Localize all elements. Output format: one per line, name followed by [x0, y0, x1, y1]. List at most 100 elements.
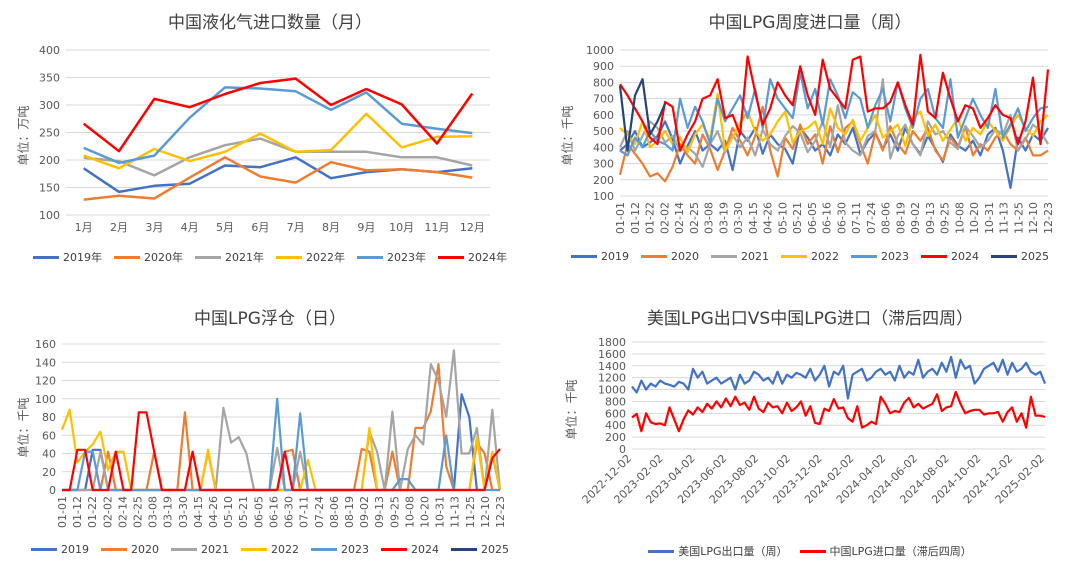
chart-plot: 0 20 40 60 80 100 120 140 160 01-01 01-12 01-22 02-0… [35, 338, 507, 528]
legend-swatch [799, 549, 826, 553]
y-tick-label: 1000 [598, 384, 626, 397]
x-tick-label: 01-12 [71, 496, 84, 528]
x-tick-label: 03-30 [177, 496, 190, 528]
legend-swatch [276, 255, 302, 259]
y-tick-label: 1400 [598, 360, 626, 373]
y-tick-label: 300 [39, 99, 60, 112]
x-tick-label: 02-02 [658, 202, 671, 234]
x-tick-label: 03-30 [732, 202, 745, 234]
y-tick-label: 400 [39, 44, 60, 57]
x-tick-label: 08-19 [343, 496, 356, 528]
x-tick-label: 10-20 [968, 202, 981, 234]
series-line-4 [619, 71, 1049, 157]
series-line-2 [619, 78, 1049, 168]
x-tick-label: 02-14 [116, 496, 129, 528]
series-line-5 [619, 53, 1050, 152]
y-tick-label: 800 [593, 76, 614, 89]
legend-label: 2023 [881, 250, 909, 263]
legend-label: 2025 [1021, 250, 1049, 263]
legend-label: 中国LPG进口量（滞后四周） [829, 545, 972, 558]
x-tick-label: 06-30 [283, 496, 296, 528]
x-tick-label: 7月 [287, 221, 305, 234]
x-tick-label: 08-06 [880, 202, 893, 234]
legend-swatch [241, 548, 267, 551]
monthly-import-chart: 中国液化气进口数量（月） 单位：万吨 100 150 200 250 300 350 400… [0, 0, 540, 286]
legend-item: 2022 [241, 543, 299, 556]
legend-swatch [33, 255, 59, 259]
x-tick-label: 05-21 [237, 496, 250, 528]
x-tick-label: 05-10 [222, 496, 235, 528]
legend-label: 2024 [951, 250, 979, 263]
x-tick-label: 03-08 [703, 202, 716, 234]
x-tick-label: 10-08 [403, 496, 416, 528]
y-tick-label: 1600 [598, 348, 626, 361]
chart-plot: 100 200 300 400 500 600 700 800 900 1000 01-01 01-1… [586, 44, 1055, 234]
legend-item: 2021 [711, 250, 769, 263]
legend-swatch [171, 548, 197, 551]
y-tick-label: 350 [39, 72, 60, 85]
y-tick-label: 500 [593, 125, 614, 138]
legend-item: 2021 [171, 543, 229, 556]
legend-swatch [991, 255, 1017, 258]
y-tick-label: 400 [593, 141, 614, 154]
legend-item: 2019 [571, 250, 629, 263]
y-tick-label: 600 [605, 407, 626, 420]
legend-item: 2024 [921, 250, 979, 263]
y-tick-label: 20 [42, 466, 56, 479]
x-tick-label: 01-12 [629, 202, 642, 234]
x-tick-label: 11月 [425, 221, 450, 234]
legend-label: 2022 [811, 250, 839, 263]
y-tick-label: 700 [593, 93, 614, 106]
x-tick-label: 09-13 [373, 496, 386, 528]
x-tick-label: 12-23 [494, 496, 507, 528]
series-line-0 [83, 156, 473, 194]
y-tick-label: 300 [593, 158, 614, 171]
series-line-3 [619, 92, 1049, 154]
chart-legend: 2019 2020 2021 2022 2023 2024 2025 [540, 250, 1080, 263]
series-line-3 [83, 112, 473, 170]
chart-title: 中国液化气进口数量（月） [168, 13, 372, 33]
series-line-1 [631, 390, 1046, 433]
legend-item: 2020年 [114, 249, 183, 265]
legend-label: 2025 [481, 543, 509, 556]
us-export-vs-china-import-chart: 美国LPG出口VS中国LPG进口（滞后四周） 单位：千吨 0 200 400 600 8… [540, 286, 1080, 571]
x-tick-label: 06-30 [835, 202, 848, 234]
x-tick-label: 5月 [216, 221, 234, 234]
x-tick-label: 11-25 [1012, 202, 1025, 234]
y-tick-label: 1800 [598, 336, 626, 349]
y-tick-label: 200 [39, 154, 60, 167]
x-tick-label: 01-01 [56, 496, 69, 528]
x-tick-label: 01-01 [614, 202, 627, 234]
series-line-1 [618, 105, 1049, 183]
x-tick-label: 11-25 [464, 496, 477, 528]
x-tick-label: 12-23 [1042, 202, 1055, 234]
y-tick-label: 600 [593, 109, 614, 122]
x-tick-label: 02-25 [688, 202, 701, 234]
legend-item: 美国LPG出口量（周） [648, 543, 788, 559]
y-tick-label: 100 [39, 209, 60, 222]
x-tick-label: 03-08 [147, 496, 160, 528]
legend-item: 2024 [381, 543, 439, 556]
x-tick-label: 10-31 [434, 496, 447, 528]
series-line-2 [83, 137, 473, 177]
x-tick-label: 03-19 [162, 496, 175, 528]
chart-legend: 2019 2020 2021 2022 2023 2024 2025 [0, 543, 540, 556]
legend-label: 2024年 [468, 251, 507, 264]
x-tick-label: 08-19 [894, 202, 907, 234]
x-tick-label: 09-02 [909, 202, 922, 234]
y-tick-label: 160 [35, 338, 56, 351]
y-tick-label: 40 [42, 448, 56, 461]
legend-item: 中国LPG进口量（滞后四周） [799, 543, 972, 559]
x-tick-label: 07-11 [850, 202, 863, 234]
x-tick-label: 12-10 [1027, 202, 1040, 234]
legend-swatch [921, 255, 947, 258]
x-tick-label: 04-26 [207, 496, 220, 528]
legend-item: 2021年 [195, 249, 264, 265]
legend-item: 2025 [451, 543, 509, 556]
x-tick-label: 08-06 [328, 496, 341, 528]
series-line-4 [83, 86, 473, 165]
x-tick-label: 8月 [322, 221, 340, 234]
legend-label: 美国LPG出口量（周） [678, 545, 788, 558]
legend-item: 2023年 [357, 249, 426, 265]
y-tick-label: 80 [42, 411, 56, 424]
